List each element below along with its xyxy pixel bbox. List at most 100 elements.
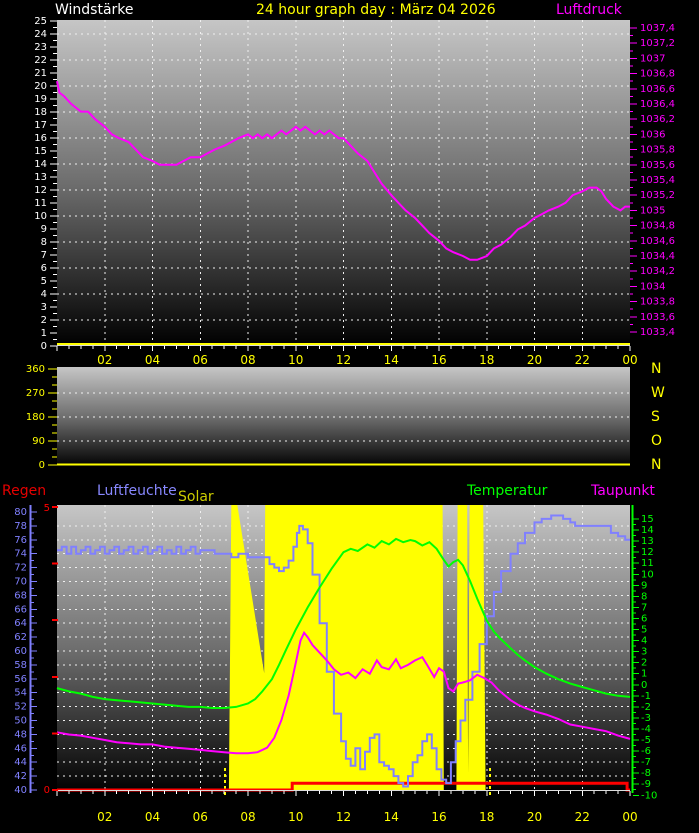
pressure-line (56, 80, 630, 261)
wind-axis-label: 5 (41, 276, 47, 287)
hour-label-bottom: 04 (145, 810, 160, 824)
pressure-axis-label: 1037,4 (640, 23, 675, 34)
temp-axis-label: -9 (641, 779, 651, 790)
wind-axis-label: 7 (41, 250, 47, 261)
pressure-axis-label: 1033,8 (640, 297, 675, 308)
temp-axis-label: -6 (641, 746, 651, 757)
hour-label-top: 04 (145, 353, 160, 367)
hour-label-top: 16 (431, 353, 446, 367)
wind-axis-label: 21 (34, 68, 47, 79)
wind-axis-label: 20 (34, 81, 47, 92)
wind-axis-label: 8 (41, 237, 47, 248)
windstaerke-axis-title: Windstärke (55, 2, 134, 18)
hour-label-bottom: 08 (240, 810, 255, 824)
humidity-axis-label: 80 (14, 507, 27, 518)
wind-axis-label: 1 (41, 328, 47, 339)
rain-axis-label: 0 (44, 785, 50, 796)
humidity-temp-plot (56, 505, 631, 795)
temp-axis-label: 0 (641, 680, 647, 691)
temp-axis-label: 12 (641, 547, 654, 558)
humidity-axis-label: 62 (14, 632, 27, 643)
legend-taupunkt: Taupunkt (591, 483, 655, 499)
wind-axis-label: 18 (34, 107, 47, 118)
hour-label-bottom: 22 (575, 810, 590, 824)
legend-regen: Regen (2, 483, 47, 499)
humidity-axis-label: 40 (14, 785, 27, 796)
pressure-axis-label: 1036,2 (640, 114, 675, 125)
temp-axis-label: -4 (641, 724, 651, 735)
compass-letter: W (651, 385, 665, 401)
humidity-axis-label: 56 (14, 674, 27, 685)
temp-axis-label: 15 (641, 514, 654, 525)
legend-luftfeuchte: Luftfeuchte (97, 483, 177, 499)
compass-letter: N (651, 457, 661, 473)
temperature-line (56, 537, 631, 709)
pressure-wind-plot (56, 20, 630, 346)
temp-axis-label: 10 (641, 569, 654, 580)
humidity-axis-label: 76 (14, 535, 27, 546)
hour-label-bottom: 18 (479, 810, 494, 824)
temp-axis-label: 4 (641, 636, 647, 647)
temp-axis-label: -2 (641, 702, 651, 713)
temp-axis-label: 5 (641, 625, 647, 636)
compass-letter: O (651, 433, 662, 449)
wind-axis-label: 19 (34, 94, 47, 105)
dir-axis-label: 0 (39, 460, 45, 471)
wind-axis-label: 12 (34, 185, 47, 196)
hour-label-top: 14 (384, 353, 399, 367)
temp-axis-label: -10 (641, 790, 657, 801)
hour-label-bottom: 14 (384, 810, 399, 824)
humidity-line (57, 514, 630, 788)
wind-axis-label: 24 (34, 29, 47, 40)
wind-axis-label: 3 (41, 302, 47, 313)
humidity-axis-label: 52 (14, 702, 27, 713)
humidity-axis-label: 48 (14, 729, 27, 740)
hour-label-top: 00 (622, 353, 637, 367)
temp-axis-label: -5 (641, 735, 651, 746)
wind-axis-label: 4 (41, 289, 47, 300)
pressure-axis-label: 1034,8 (640, 221, 675, 232)
humidity-axis-label: 74 (14, 549, 27, 560)
temp-axis-label: -3 (641, 713, 651, 724)
pressure-axis-label: 1034 (640, 281, 665, 292)
hour-label-top: 20 (527, 353, 542, 367)
pressure-axis-label: 1036,6 (640, 84, 675, 95)
hour-label-bottom: 02 (97, 810, 112, 824)
temp-axis-label: 11 (641, 558, 654, 569)
hour-label-top: 02 (97, 353, 112, 367)
hour-label-bottom: 20 (527, 810, 542, 824)
compass-letter: N (651, 361, 661, 377)
humidity-axis-label: 50 (14, 716, 27, 727)
wind-axis-label: 17 (34, 120, 47, 131)
humidity-axis-label: 44 (14, 757, 27, 768)
humidity-axis-label: 68 (14, 590, 27, 601)
pressure-axis-label: 1034,6 (640, 236, 675, 247)
hour-label-bottom: 00 (622, 810, 637, 824)
wind-axis-label: 23 (34, 42, 47, 53)
humidity-axis-label: 64 (14, 618, 27, 629)
humidity-axis-label: 54 (14, 688, 27, 699)
pressure-axis-label: 1035,8 (640, 145, 675, 156)
dewpoint-line (56, 630, 631, 755)
pressure-axis-label: 1036,4 (640, 99, 675, 110)
temp-axis-label: 8 (641, 591, 647, 602)
humidity-axis-label: 42 (14, 771, 27, 782)
compass-letter: S (651, 409, 660, 425)
pressure-axis-label: 1035,6 (640, 160, 675, 171)
temp-axis-label: -7 (641, 757, 651, 768)
dir-axis-label: 180 (26, 412, 45, 423)
temp-axis-label: 6 (641, 613, 647, 624)
humidity-axis-label: 58 (14, 660, 27, 671)
wind-axis-label: 13 (34, 172, 47, 183)
temp-axis-label: -1 (641, 691, 651, 702)
humidity-axis-label: 70 (14, 577, 27, 588)
dir-axis-label: 270 (26, 388, 45, 399)
temp-axis-label: 7 (641, 602, 647, 613)
wind-axis-label: 2 (41, 315, 47, 326)
humidity-axis-label: 60 (14, 646, 27, 657)
wind-axis-label: 14 (34, 159, 47, 170)
pressure-axis-label: 1033,4 (640, 327, 675, 338)
temp-axis-label: 14 (641, 525, 654, 536)
hour-label-top: 18 (479, 353, 494, 367)
dir-axis-label: 90 (32, 436, 45, 447)
